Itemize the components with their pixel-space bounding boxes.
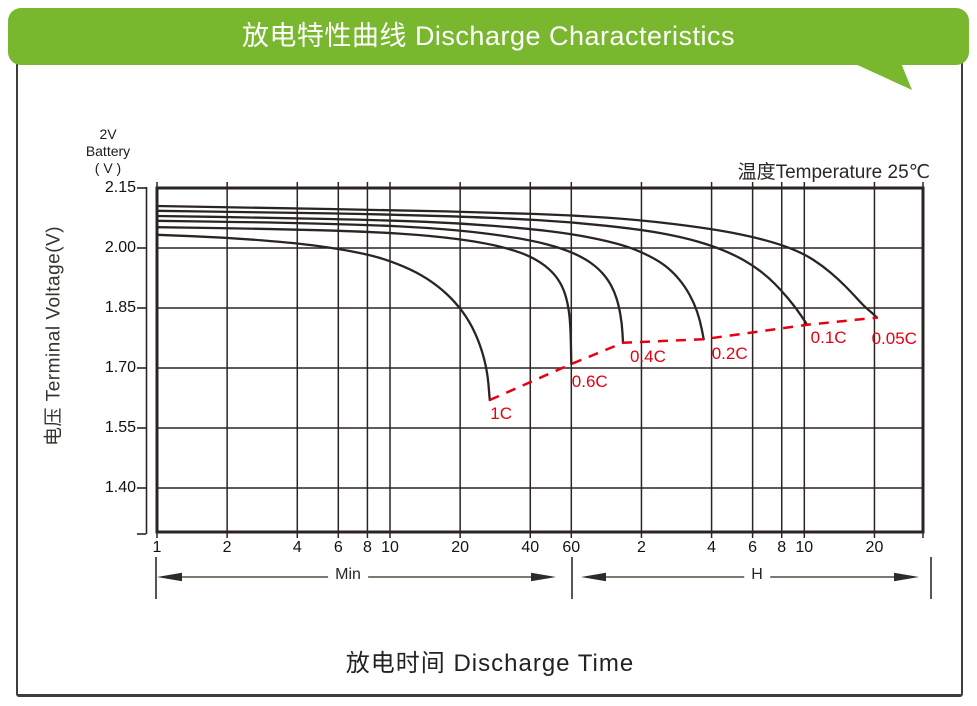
series-label-0.4C: 0.4C bbox=[630, 346, 666, 366]
y-tick-label: 1.70 bbox=[104, 359, 136, 376]
y-tick-label: 2.15 bbox=[104, 179, 136, 196]
curve-0.2C bbox=[155, 214, 705, 341]
y-axis-title-text: 电压 Terminal Voltage(V) bbox=[43, 225, 65, 447]
curve-0.4C bbox=[155, 219, 625, 344]
curve-0.1C bbox=[155, 209, 809, 326]
x-tick-label: 60 bbox=[562, 539, 581, 556]
x-tick-label: 20 bbox=[451, 539, 470, 556]
x-tick-label: 6 bbox=[333, 539, 343, 556]
battery-type-line1: 2V bbox=[99, 126, 117, 142]
x-unit-label-min: Min bbox=[328, 566, 368, 584]
x-tick-label: 2 bbox=[636, 539, 646, 556]
cutoff-dashed-line bbox=[489, 316, 878, 402]
curve-0.05C bbox=[155, 204, 879, 319]
series-label-0.05C: 0.05C bbox=[871, 328, 917, 348]
arrowhead bbox=[531, 572, 556, 582]
x-axis-title: 放电时间 Discharge Time bbox=[345, 650, 635, 677]
y-tick-label: 2.00 bbox=[104, 239, 136, 256]
x-tick-label: 40 bbox=[521, 539, 540, 556]
x-tick-label: 20 bbox=[865, 539, 884, 556]
series-label-0.1C: 0.1C bbox=[810, 327, 847, 347]
banner-tail-shape bbox=[853, 63, 912, 90]
x-tick-label: 10 bbox=[381, 539, 399, 556]
x-tick-label: 10 bbox=[795, 539, 814, 556]
temperature-note: 温度Temperature 25℃ bbox=[737, 162, 930, 183]
curve-1C bbox=[155, 233, 491, 402]
x-tick-label: 1 bbox=[152, 539, 162, 556]
y-tick-label: 1.85 bbox=[104, 299, 136, 316]
x-tick-label: 4 bbox=[707, 539, 717, 556]
battery-type-line2: Battery bbox=[85, 143, 131, 159]
x-tick-label: 8 bbox=[362, 539, 372, 556]
arrowhead bbox=[157, 572, 182, 582]
battery-type-line3: ( V ) bbox=[94, 160, 122, 176]
series-label-1C: 1C bbox=[490, 404, 513, 423]
arrowhead bbox=[894, 572, 919, 582]
battery-type-label: 2V Battery ( V ) bbox=[68, 126, 148, 177]
x-unit-label-h: H bbox=[744, 566, 770, 584]
series-label-0.6C: 0.6C bbox=[571, 372, 608, 391]
curve-0.6C bbox=[155, 226, 573, 366]
y-tick-label: 1.40 bbox=[104, 479, 136, 496]
arrowhead bbox=[581, 572, 606, 582]
x-tick-label: 8 bbox=[777, 539, 787, 556]
page-title: 放电特性曲线 Discharge Characteristics bbox=[241, 21, 736, 51]
y-tick-label: 1.55 bbox=[104, 419, 136, 436]
banner-tail bbox=[853, 63, 912, 90]
series-label-0.2C: 0.2C bbox=[711, 344, 748, 363]
header-banner: 放电特性曲线 Discharge Characteristics bbox=[8, 8, 969, 65]
plot-border bbox=[155, 186, 925, 534]
x-tick-label: 4 bbox=[292, 539, 302, 556]
x-tick-label: 2 bbox=[222, 539, 232, 556]
x-tick-label: 6 bbox=[748, 539, 758, 556]
